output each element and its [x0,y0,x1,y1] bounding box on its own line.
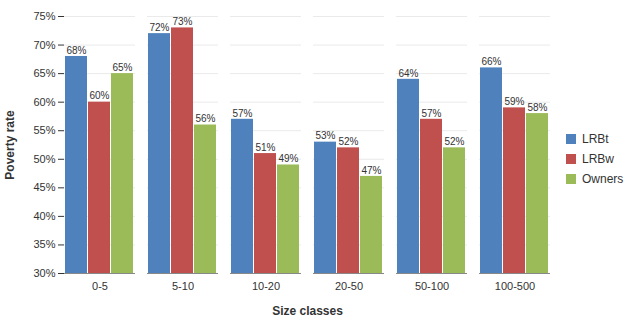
svg-text:58%: 58% [527,102,547,113]
svg-text:53%: 53% [315,130,335,141]
svg-text:56%: 56% [195,113,215,124]
svg-text:55%: 55% [33,124,55,136]
svg-text:40%: 40% [33,210,55,222]
svg-text:51%: 51% [255,142,275,153]
svg-text:65%: 65% [33,67,55,79]
svg-text:50%: 50% [33,153,55,165]
svg-text:52%: 52% [338,136,358,147]
svg-text:10-20: 10-20 [252,280,280,292]
svg-text:0-5: 0-5 [92,280,108,292]
svg-text:70%: 70% [33,39,55,51]
html-text:Owners: Owners [582,171,624,186]
svg-text:20-50: 20-50 [335,280,363,292]
svg-text:52%: 52% [444,136,464,147]
svg-text:100-500: 100-500 [495,280,535,292]
svg-text:35%: 35% [33,238,55,250]
svg-text:75%: 75% [33,10,55,22]
svg-text:57%: 57% [232,108,252,119]
svg-text:Poverty rate: Poverty rate [3,110,17,180]
html-text:LRBt: LRBt [582,131,609,146]
svg-text:60%: 60% [89,90,109,101]
svg-text:64%: 64% [398,68,418,79]
svg-text:60%: 60% [33,96,55,108]
svg-text:68%: 68% [66,45,86,56]
html-text:LRBw: LRBw [582,151,614,166]
svg-text:5-10: 5-10 [172,280,194,292]
svg-text:73%: 73% [172,16,192,27]
svg-text:Size classes: Size classes [272,304,343,317]
svg-text:65%: 65% [112,62,132,73]
svg-text:30%: 30% [33,267,55,279]
svg-text:49%: 49% [278,153,298,164]
svg-text:57%: 57% [421,108,441,119]
svg-text:59%: 59% [504,96,524,107]
svg-text:45%: 45% [33,181,55,193]
svg-text:72%: 72% [149,22,169,33]
svg-text:50-100: 50-100 [415,280,449,292]
svg-text:47%: 47% [361,165,381,176]
svg-text:66%: 66% [481,56,501,67]
